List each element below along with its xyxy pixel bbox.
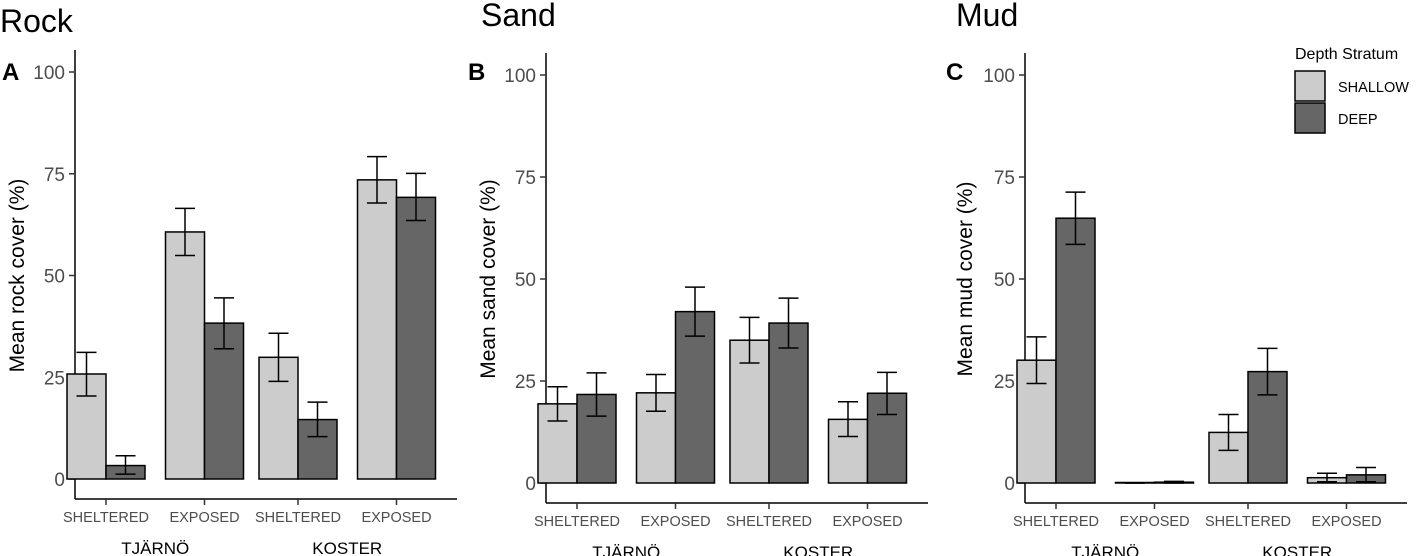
x-category-label: SHELTERED — [534, 514, 620, 530]
x-category-label: EXPOSED — [1119, 514, 1189, 530]
y-tick-label: 25 — [44, 368, 65, 389]
bar-koster-exposed-deep — [395, 196, 437, 480]
legend-swatch-deep — [1294, 102, 1326, 134]
legend-label-shallow: SHALLOW — [1338, 80, 1409, 96]
x-category-label: EXPOSED — [1311, 514, 1381, 530]
bar-tjärnö-exposed-deep — [674, 310, 716, 484]
bar-tjärnö-sheltered-deep — [1055, 217, 1096, 484]
panel-mud: Mud C Mean mud cover (%) 0 25 50 75 100 SHELTERE… — [946, 0, 1407, 556]
y-tick-label: 75 — [515, 168, 536, 189]
y-axis-label: Mean sand cover (%) — [477, 179, 500, 379]
x-category-label: EXPOSED — [169, 510, 239, 526]
y-tick-label: 0 — [525, 474, 536, 495]
y-tick-label: 25 — [515, 372, 536, 393]
x-category-label: SHELTERED — [1205, 514, 1291, 530]
y-tick-label: 25 — [994, 372, 1015, 393]
panel-sand: Sand B Mean sand cover (%) 0 25 50 75 100 SHELTE… — [468, 0, 928, 556]
legend-title: Depth Stratum — [1295, 46, 1398, 63]
x-group-label-koster: KOSTER — [312, 539, 382, 556]
x-category-label: EXPOSED — [832, 514, 902, 530]
x-group-label-koster: KOSTER — [1262, 543, 1332, 556]
y-tick-label: 50 — [515, 270, 536, 291]
x-category-label: SHELTERED — [726, 514, 812, 530]
panel-label: A — [2, 59, 19, 86]
panel-title: Sand — [481, 0, 556, 33]
y-axis-label: Mean rock cover (%) — [6, 179, 29, 373]
panel-rock: Rock A Mean rock cover (%) 0 25 50 75 100 SHELTE… — [0, 3, 457, 556]
y-tick-label: 50 — [44, 267, 65, 288]
x-group-label-tjarno: TJÄRNÖ — [121, 539, 189, 556]
x-category-label: EXPOSED — [640, 514, 710, 530]
y-tick-label: 0 — [1004, 474, 1015, 495]
x-group-label-tjarno: TJÄRNÖ — [1071, 543, 1139, 556]
y-tick-label: 0 — [54, 470, 65, 491]
y-tick-label: 75 — [994, 168, 1015, 189]
panel-label: B — [468, 59, 485, 86]
panel-title: Rock — [0, 3, 74, 39]
x-category-label: SHELTERED — [1013, 514, 1099, 530]
x-category-label: EXPOSED — [361, 510, 431, 526]
panel-label: C — [946, 59, 963, 86]
bar-koster-exposed-shallow — [356, 179, 398, 480]
y-tick-label: 100 — [33, 63, 65, 84]
y-tick-label: 75 — [44, 165, 65, 186]
x-group-label-tjarno: TJÄRNÖ — [592, 543, 660, 556]
bar-koster-sheltered-shallow — [729, 339, 770, 484]
legend-label-deep: DEEP — [1338, 112, 1378, 128]
y-tick-label: 50 — [994, 270, 1015, 291]
bar-tjärnö-exposed-shallow — [164, 231, 206, 480]
y-tick-label: 100 — [504, 66, 536, 87]
x-category-label: SHELTERED — [255, 510, 341, 526]
legend: Depth Stratum SHALLOW DEEP — [1294, 46, 1409, 134]
panel-title: Mud — [956, 0, 1018, 33]
legend-swatch-shallow — [1294, 70, 1326, 102]
x-category-label: SHELTERED — [63, 510, 149, 526]
y-axis-label: Mean mud cover (%) — [954, 182, 977, 377]
y-tick-label: 100 — [983, 66, 1015, 87]
x-group-label-koster: KOSTER — [783, 543, 853, 556]
